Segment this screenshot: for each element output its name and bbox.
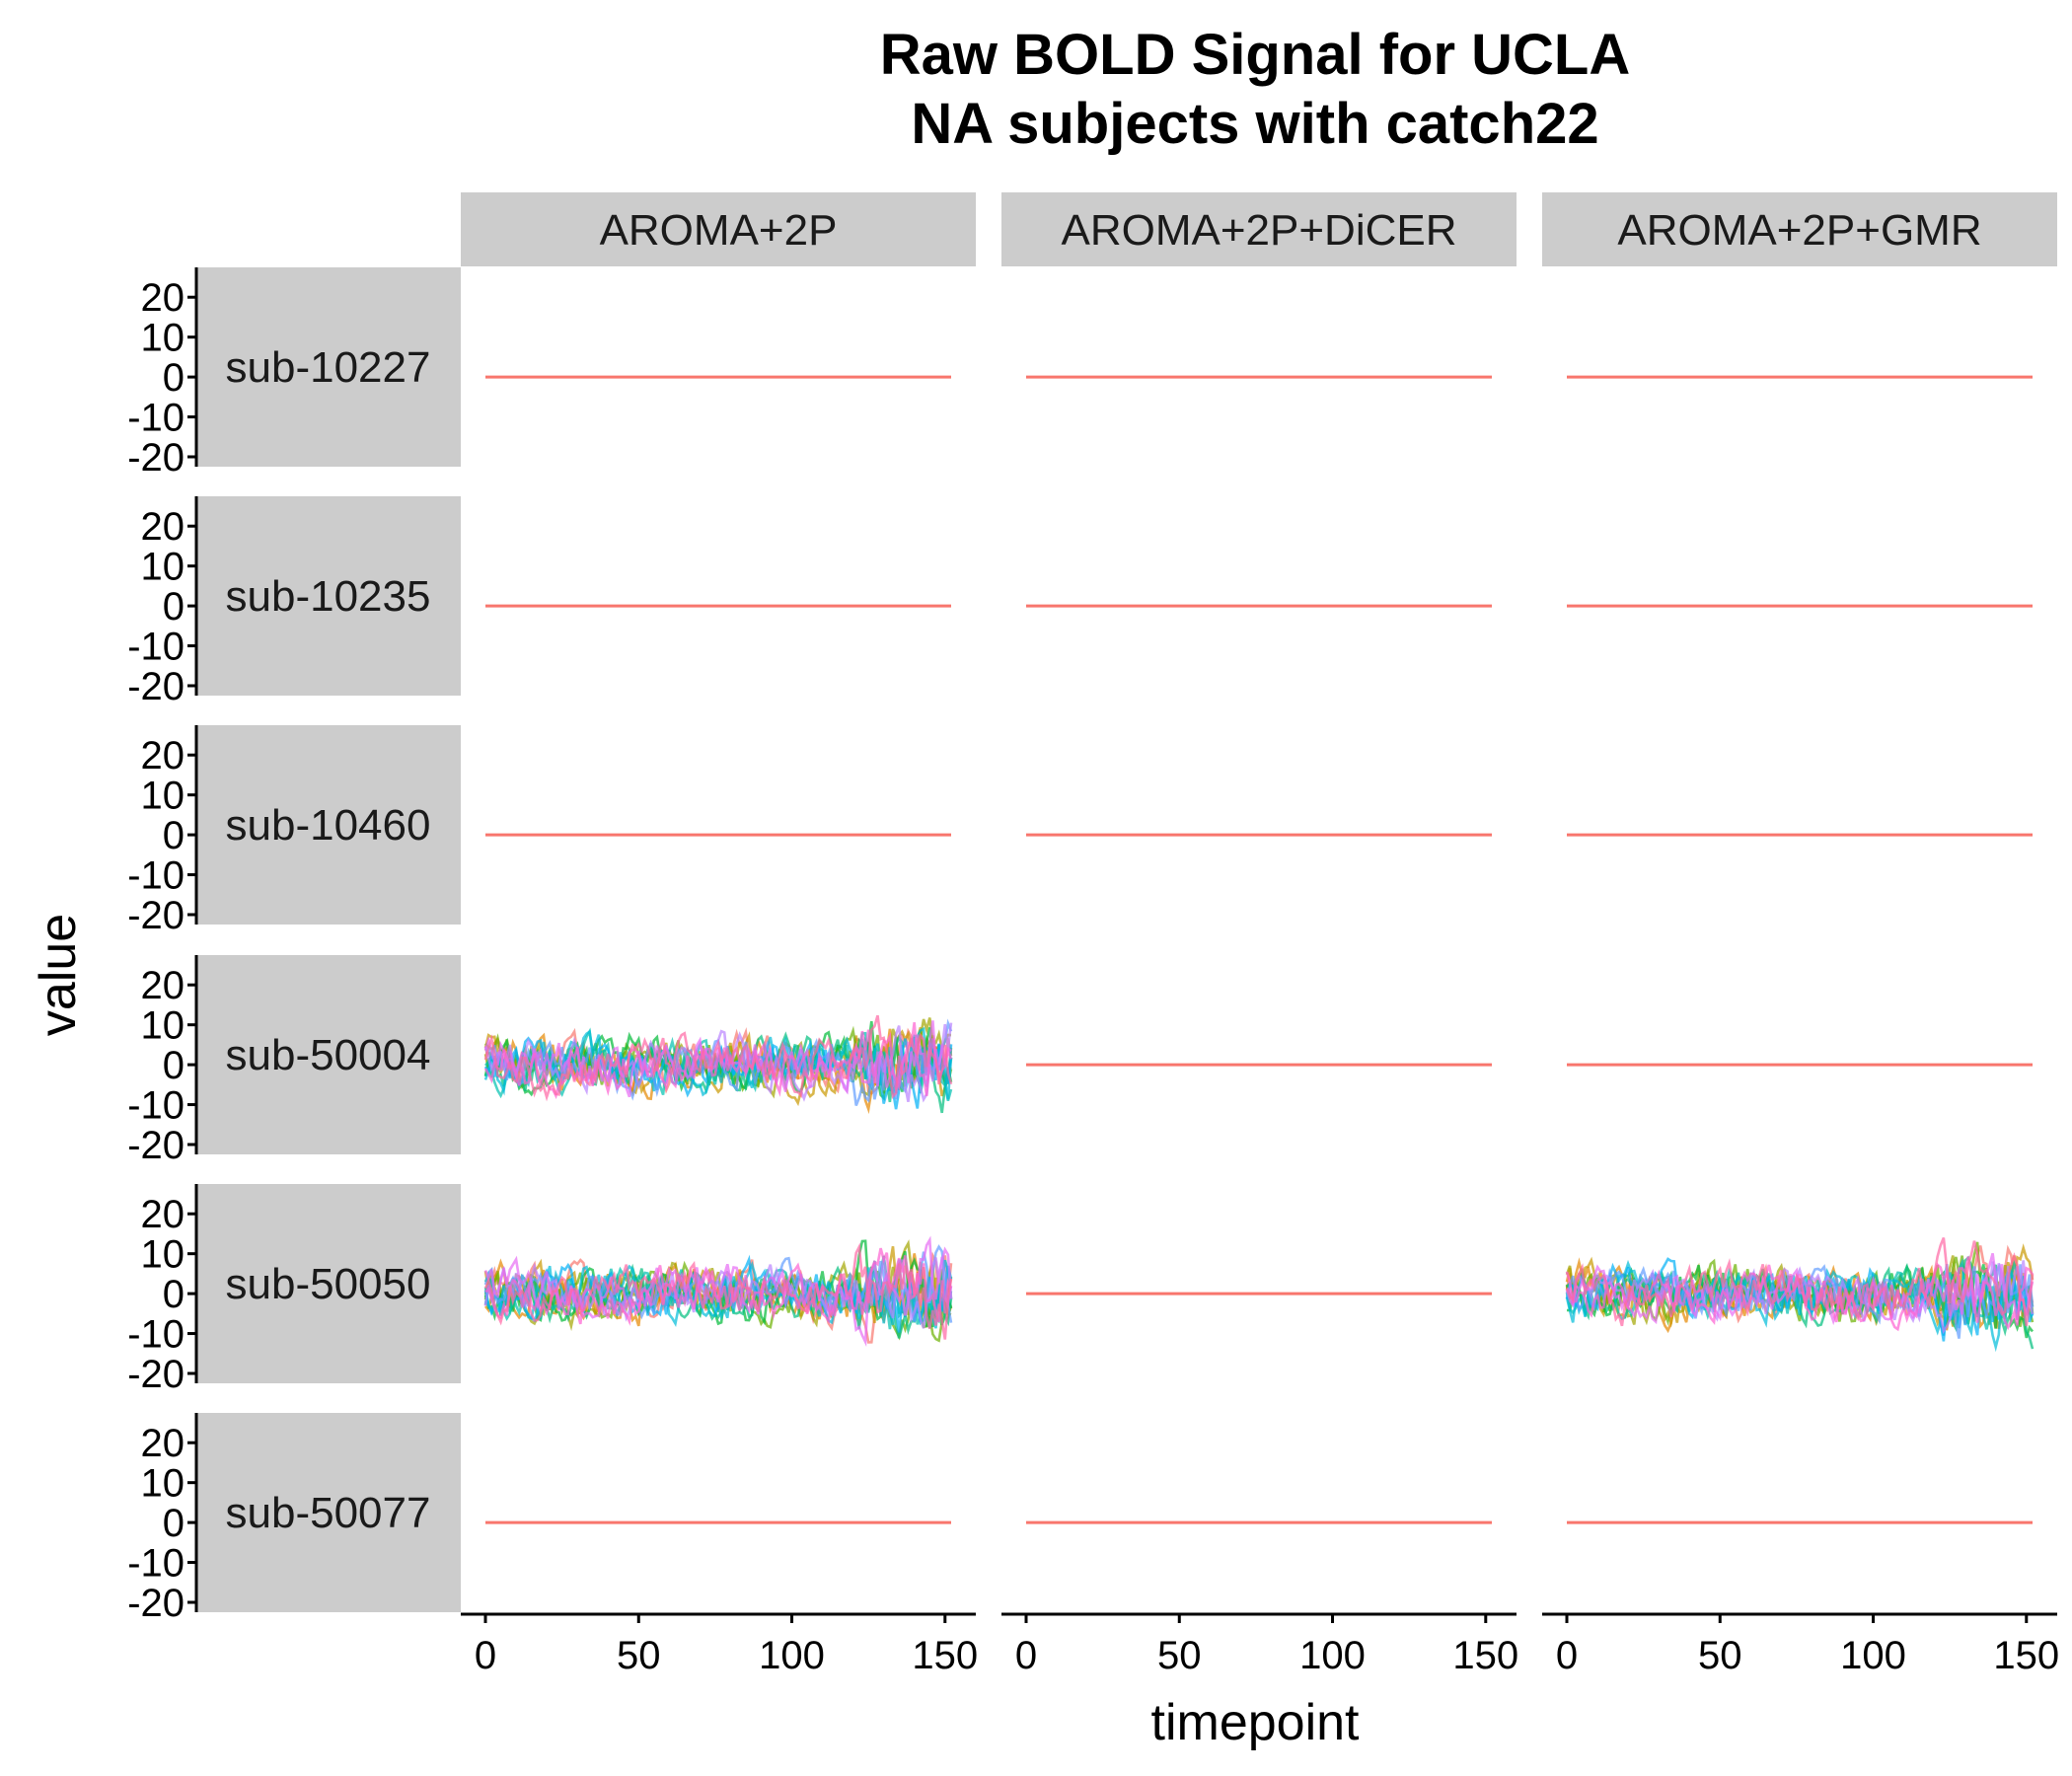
y-tick-label: 20 bbox=[141, 964, 185, 1007]
y-tick-label: 0 bbox=[163, 1502, 185, 1545]
y-tick-label: -10 bbox=[127, 397, 185, 440]
y-tick-label: 0 bbox=[163, 1273, 185, 1316]
x-tick-label: 150 bbox=[1993, 1634, 2059, 1677]
y-tick-label: 20 bbox=[141, 505, 185, 549]
row-strip-sub-50077 bbox=[195, 1413, 461, 1612]
x-tick-label: 50 bbox=[1157, 1634, 1202, 1677]
y-tick-label: -20 bbox=[127, 1582, 185, 1625]
x-tick-label: 100 bbox=[759, 1634, 825, 1677]
signal-line-series-15 bbox=[1565, 1237, 2035, 1327]
row-strip-sub-50050 bbox=[195, 1184, 461, 1383]
chart-title-line-1: Raw BOLD Signal for UCLA bbox=[880, 23, 1630, 87]
row-strip-label-sub-10227: sub-10227 bbox=[226, 343, 431, 392]
y-tick-label: -10 bbox=[127, 1542, 185, 1586]
signal-line-series-15 bbox=[483, 1014, 953, 1102]
y-tick-label: -20 bbox=[127, 665, 185, 708]
x-tick-label: 150 bbox=[1452, 1634, 1518, 1677]
row-strip-sub-10235 bbox=[195, 496, 461, 696]
y-tick-label: 0 bbox=[163, 356, 185, 400]
chart-title-line-2: NA subjects with catch22 bbox=[911, 92, 1598, 156]
y-tick-label: -10 bbox=[127, 1084, 185, 1128]
row-strip-sub-10227 bbox=[195, 267, 461, 467]
row-strip-label-sub-50077: sub-50077 bbox=[226, 1489, 431, 1537]
column-strip-label-aroma-2p-gmr: AROMA+2P+GMR bbox=[1617, 206, 1981, 255]
column-strip-aroma-2p-gmr bbox=[1542, 192, 2057, 266]
y-tick-label: -10 bbox=[127, 1313, 185, 1357]
x-tick-label: 100 bbox=[1299, 1634, 1366, 1677]
y-tick-label: -20 bbox=[127, 436, 185, 480]
x-tick-label: 50 bbox=[617, 1634, 661, 1677]
y-tick-label: 10 bbox=[141, 546, 185, 589]
x-axis-title: timepoint bbox=[1151, 1694, 1361, 1751]
x-tick-label: 100 bbox=[1840, 1634, 1906, 1677]
x-tick-label: 150 bbox=[912, 1634, 978, 1677]
y-tick-label: -20 bbox=[127, 894, 185, 937]
y-tick-label: 10 bbox=[141, 317, 185, 360]
column-strip-label-aroma-2p-dicer: AROMA+2P+DiCER bbox=[1061, 206, 1456, 255]
y-tick-label: 10 bbox=[141, 775, 185, 818]
y-axis-title: value bbox=[30, 914, 87, 1036]
x-tick-label: 50 bbox=[1698, 1634, 1742, 1677]
row-strip-label-sub-10460: sub-10460 bbox=[226, 801, 431, 850]
row-strip-label-sub-10235: sub-10235 bbox=[226, 572, 431, 621]
panel-sub-50050-aroma-2p bbox=[483, 1235, 953, 1348]
y-tick-label: -10 bbox=[127, 854, 185, 898]
y-tick-label: 0 bbox=[163, 1044, 185, 1087]
y-tick-label: 10 bbox=[141, 1462, 185, 1506]
column-strip-aroma-2p bbox=[461, 192, 976, 266]
x-tick-label: 0 bbox=[475, 1634, 496, 1677]
y-tick-label: -20 bbox=[127, 1124, 185, 1167]
panel-sub-50050-aroma-2p-gmr bbox=[1565, 1237, 2035, 1353]
y-tick-label: 20 bbox=[141, 734, 185, 777]
y-tick-label: 0 bbox=[163, 814, 185, 857]
panel-sub-50004-aroma-2p bbox=[483, 1014, 953, 1115]
chart-title: Raw BOLD Signal for UCLA NA subjects wit… bbox=[880, 23, 1630, 156]
plot-area: AROMA+2P AROMA+2P+DiCER AROMA+2P+GMR sub-10… bbox=[127, 192, 2059, 1677]
y-tick-label: -20 bbox=[127, 1353, 185, 1396]
y-tick-label: 20 bbox=[141, 276, 185, 320]
y-tick-label: 10 bbox=[141, 1004, 185, 1048]
row-strip-label-sub-50004: sub-50004 bbox=[226, 1031, 431, 1079]
signal-line-series-15 bbox=[483, 1242, 953, 1340]
row-strip-label-sub-50050: sub-50050 bbox=[226, 1260, 431, 1308]
y-tick-label: 10 bbox=[141, 1233, 185, 1277]
x-tick-label: 0 bbox=[1015, 1634, 1037, 1677]
y-tick-label: -10 bbox=[127, 626, 185, 669]
row-strip-sub-10460 bbox=[195, 725, 461, 925]
column-strip-label-aroma-2p: AROMA+2P bbox=[600, 206, 838, 255]
x-tick-label: 0 bbox=[1556, 1634, 1578, 1677]
y-tick-label: 0 bbox=[163, 585, 185, 629]
y-tick-label: 20 bbox=[141, 1193, 185, 1236]
signal-line-series-14 bbox=[483, 1022, 953, 1100]
y-tick-label: 20 bbox=[141, 1422, 185, 1465]
signal-line-series-13 bbox=[1566, 1252, 2035, 1326]
row-strip-sub-50004 bbox=[195, 955, 461, 1154]
column-strip-aroma-2p-dicer bbox=[1001, 192, 1517, 266]
